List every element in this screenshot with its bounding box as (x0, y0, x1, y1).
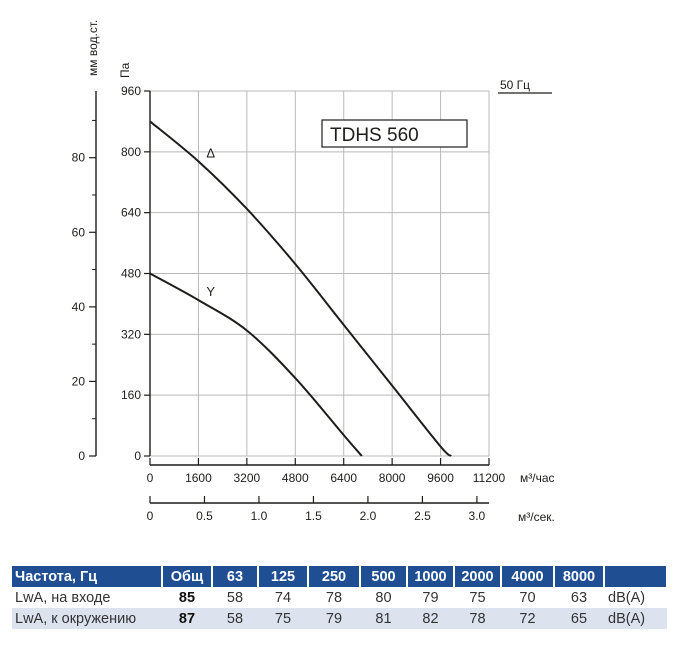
y-tick-label-pa: 960 (121, 84, 141, 98)
header-500: 500 (360, 566, 408, 587)
header-8000: 8000 (554, 566, 605, 587)
frequency-label: 50 Гц (500, 78, 530, 92)
header-63: 63 (212, 566, 259, 587)
noise-table: Частота, Гц Общ 63 125 250 500 1000 2000… (12, 566, 668, 629)
x-tick-label-m3h: 4800 (282, 471, 309, 485)
x-tick-label-m3s: 0.5 (196, 509, 213, 523)
cell-value: 79 (308, 608, 360, 629)
x-tick-label-m3h: 1600 (185, 471, 212, 485)
cell-value: 81 (360, 608, 407, 629)
row-total: 85 (162, 587, 212, 608)
table-row: LwA, на входе 85 58 74 78 80 79 75 70 63… (12, 587, 667, 608)
model-label: TDHS 560 (330, 125, 419, 146)
row-label: LwA, на входе (12, 587, 162, 608)
y-tick-label-pa: 640 (121, 206, 141, 220)
header-2000: 2000 (454, 566, 502, 587)
cell-value: 80 (360, 587, 407, 608)
cell-value: 58 (212, 587, 258, 608)
grid-lines (149, 90, 490, 457)
cell-value: 65 (554, 608, 604, 629)
header-frequency: Частота, Гц (12, 566, 163, 587)
x-tick-label-m3s: 1.0 (251, 509, 268, 523)
curves: ΔY (149, 120, 452, 457)
x-axis-primary-label: м³/час (520, 471, 555, 485)
cell-value: 79 (407, 587, 454, 608)
header-1000: 1000 (407, 566, 455, 587)
cell-value: 70 (501, 587, 554, 608)
x-tick-label-m3h: 3200 (234, 471, 261, 485)
header-total: Общ (162, 566, 213, 587)
model-box (321, 119, 468, 148)
cell-value: 78 (454, 608, 501, 629)
cell-value: 74 (258, 587, 308, 608)
table-row: LwA, к окружению 87 58 75 79 81 82 78 72… (12, 608, 667, 629)
y-tick-label-pa: 480 (121, 267, 141, 281)
curve-delta (149, 120, 452, 457)
x-tick-label-m3h: 8000 (379, 471, 406, 485)
y-tick-label-mm: 80 (72, 151, 86, 165)
y-tick-label-pa: 320 (121, 327, 141, 341)
row-label: LwA, к окружению (12, 608, 162, 629)
header-125: 125 (258, 566, 309, 587)
y-tick-label-mm: 0 (78, 449, 85, 463)
x-tick-label-m3s: 2.5 (414, 509, 431, 523)
curve-label-delta: Δ (206, 145, 215, 160)
x-tick-label-m3h: 0 (147, 471, 154, 485)
x-tick-label-m3h: 6400 (330, 471, 357, 485)
x-tick-label-m3s: 2.0 (360, 509, 377, 523)
x-tick-label-m3s: 0 (147, 509, 154, 523)
y-axis-inner-label: Па (118, 62, 132, 78)
y-tick-label-mm: 40 (72, 300, 86, 314)
row-unit: dB(A) (604, 608, 667, 629)
cell-value: 78 (308, 587, 360, 608)
x-axis-secondary-label: м³/сек. (518, 510, 555, 524)
y-tick-label-mm: 60 (72, 225, 86, 239)
curve-label-y: Y (206, 284, 215, 299)
x-tick-label-m3h: 9600 (427, 471, 454, 485)
table-header-row: Частота, Гц Общ 63 125 250 500 1000 2000… (12, 566, 668, 587)
cell-value: 58 (212, 608, 258, 629)
y-tick-label-mm: 20 (72, 374, 86, 388)
cell-value: 63 (554, 587, 604, 608)
y-axis-outer-label: мм вод.ст. (86, 20, 100, 76)
cell-value: 75 (258, 608, 308, 629)
curve-y (149, 272, 363, 457)
row-unit: dB(A) (604, 587, 667, 608)
cell-value: 75 (454, 587, 501, 608)
header-250: 250 (308, 566, 361, 587)
y-tick-label-pa: 0 (134, 449, 141, 463)
cell-value: 72 (501, 608, 554, 629)
row-total: 87 (162, 608, 212, 629)
y-tick-label-pa: 800 (121, 145, 141, 159)
x-tick-label-m3h: 11200 (473, 471, 506, 485)
x-tick-label-m3s: 1.5 (305, 509, 322, 523)
header-unit (604, 566, 668, 587)
x-tick-label-m3s: 3.0 (469, 509, 486, 523)
cell-value: 82 (407, 608, 454, 629)
header-4000: 4000 (501, 566, 555, 587)
y-tick-label-pa: 160 (121, 388, 141, 402)
